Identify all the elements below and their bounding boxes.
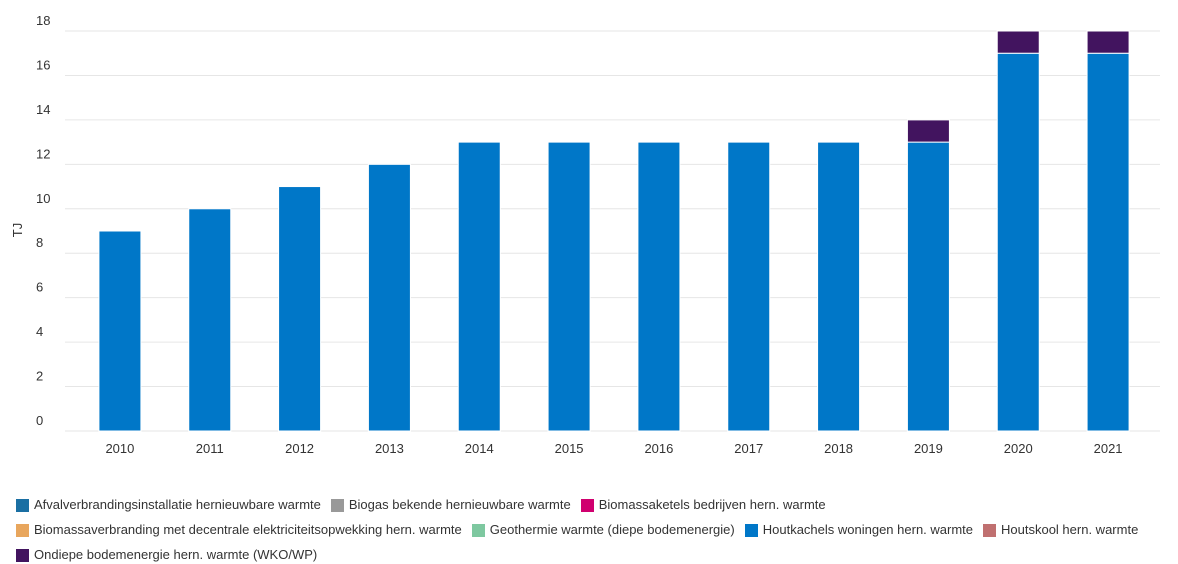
legend-swatch: [16, 548, 29, 562]
y-tick-label: 8: [36, 235, 43, 250]
bar-segment: [996, 52, 1040, 432]
x-tick-label: 2011: [196, 441, 224, 456]
bar-segment: [1086, 52, 1130, 432]
y-tick-label: 0: [36, 413, 43, 428]
legend-swatch: [16, 498, 29, 512]
y-tick-label: 18: [36, 13, 50, 28]
x-tick-label: 2016: [644, 441, 673, 456]
legend-swatch: [16, 523, 29, 537]
x-tick-label: 2017: [734, 441, 763, 456]
legend-item[interactable]: Houtskool hern. warmte: [983, 521, 1138, 539]
bar-segment: [817, 141, 861, 432]
legend-item[interactable]: Ondiepe bodemenergie hern. warmte (WKO/W…: [16, 546, 317, 564]
legend-label: Houtkachels woningen hern. warmte: [762, 522, 974, 537]
x-tick-label: 2012: [285, 441, 314, 456]
bar-segment: [188, 208, 232, 432]
bar-segment: [457, 141, 501, 432]
x-tick-label: 2013: [375, 441, 404, 456]
x-tick-label: 2018: [824, 441, 853, 456]
bar-segment: [637, 141, 681, 432]
legend-item[interactable]: Biomassaketels bedrijven hern. warmte: [580, 496, 826, 514]
bar-segment: [727, 141, 771, 432]
y-tick-label: 2: [36, 369, 43, 384]
legend-swatch: [983, 523, 997, 537]
bar-segment: [98, 230, 142, 432]
chart: TJ 0 2 4 6 8 10 12 14 16 18 2010 2011 2012 2013 2014 20…: [10, 13, 1160, 456]
legend-label: Geothermie warmte (diepe bodemenergie): [489, 522, 735, 537]
legend-item[interactable]: Houtkachels woningen hern. warmte: [744, 521, 974, 539]
y-tick-label: 14: [36, 102, 50, 117]
legend-label: Afvalverbrandingsinstallatie hernieuwbar…: [34, 497, 321, 512]
x-tick-label: 2014: [465, 441, 494, 456]
legend-swatch: [580, 498, 594, 512]
legend-label: Biogas bekende hernieuwbare warmte: [348, 497, 571, 512]
bar-segment: [906, 141, 950, 432]
y-tick-label: 4: [36, 324, 43, 339]
y-tick-label: 12: [36, 146, 50, 161]
legend-item[interactable]: Biomassaverbranding met decentrale elekt…: [16, 521, 462, 539]
bar-segment: [996, 30, 1040, 54]
legend-label: Biomassaverbranding met decentrale elekt…: [34, 522, 462, 537]
legend: Afvalverbrandingsinstallatie hernieuwbar…: [16, 496, 1176, 564]
y-tick-label: 16: [36, 57, 50, 72]
y-axis-label: TJ: [10, 223, 25, 237]
legend-swatch: [330, 498, 344, 512]
x-tick-label: 2021: [1094, 441, 1123, 456]
y-tick-label: 10: [36, 191, 50, 206]
x-tick-label: 2015: [555, 441, 584, 456]
x-tick-label: 2010: [105, 441, 134, 456]
bar-segment: [278, 186, 322, 432]
bar-segment: [547, 141, 591, 432]
legend-label: Biomassaketels bedrijven hern. warmte: [598, 497, 826, 512]
legend-item[interactable]: Geothermie warmte (diepe bodemenergie): [471, 521, 735, 539]
bar-segment: [906, 119, 950, 143]
legend-label: Ondiepe bodemenergie hern. warmte (WKO/W…: [34, 547, 318, 562]
x-tick-label: 2020: [1004, 441, 1033, 456]
legend-label: Houtskool hern. warmte: [1001, 522, 1139, 537]
bar-segment: [1086, 30, 1130, 54]
legend-swatch: [471, 523, 485, 537]
y-tick-label: 6: [36, 280, 43, 295]
x-tick-label: 2019: [914, 441, 943, 456]
legend-item[interactable]: Afvalverbrandingsinstallatie hernieuwbar…: [16, 496, 321, 514]
legend-item[interactable]: Biogas bekende hernieuwbare warmte: [330, 496, 571, 514]
legend-swatch: [744, 523, 758, 537]
bar-segment: [367, 163, 411, 432]
